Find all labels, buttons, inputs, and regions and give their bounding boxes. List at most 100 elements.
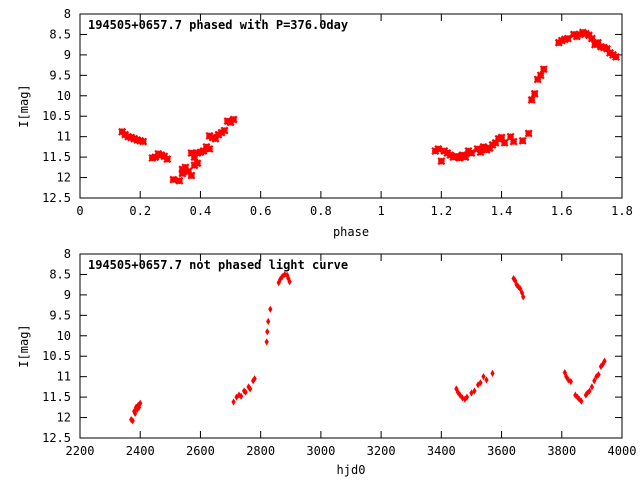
unphased-x-tick-label: 3400 [427, 444, 456, 458]
unphased-data-point [247, 385, 253, 393]
phased-data-point [157, 151, 166, 160]
phased-y-tick-label: 8.5 [49, 27, 71, 41]
unphased-x-tick-label: 2800 [246, 444, 275, 458]
unphased-x-tick-label: 3000 [306, 444, 335, 458]
phased-data-point [587, 34, 596, 43]
phased-data-point [181, 163, 190, 172]
phased-data-point [154, 149, 163, 158]
unphased-data-point [602, 357, 607, 365]
phased-data-point [196, 148, 205, 157]
unphased-x-tick-label: 2400 [126, 444, 155, 458]
unphased-data-point [231, 398, 236, 406]
phased-data-point [184, 167, 193, 176]
phased-data-point [476, 148, 485, 157]
unphased-x-tick-label: 2200 [66, 444, 95, 458]
phased-y-tick-label: 11 [57, 130, 71, 144]
unphased-y-axis-label: I[mag] [17, 324, 31, 367]
phased-data-point [593, 38, 602, 47]
phased-data-point [169, 175, 178, 184]
phased-data-point [467, 149, 476, 157]
phased-data-point [500, 138, 509, 147]
phased-x-axis: 0 0.2 0.4 0.6 0.8 1 1.2 1.4 1.6 1.8 [76, 14, 633, 218]
unphased-x-tick-label: 2600 [186, 444, 215, 458]
unphased-y-tick-label: 12 [57, 411, 71, 425]
phased-data-point [518, 136, 527, 145]
phased-plot-title: 194505+0657.7 phased with P=376.0day [88, 18, 348, 32]
phased-y-tick-label: 8 [64, 7, 71, 21]
unphased-y-tick-label: 11.5 [42, 390, 71, 404]
unphased-data-point [518, 285, 523, 293]
phased-data-point [163, 155, 172, 164]
phased-data-point [612, 52, 620, 61]
unphased-data-point [592, 377, 597, 385]
unphased-data-point [514, 281, 519, 289]
unphased-data-point [521, 293, 526, 301]
unphased-data-point [236, 391, 242, 399]
phased-data-point [223, 117, 232, 126]
phased-data-point [205, 144, 214, 153]
phased-data-point [229, 115, 238, 124]
unphased-data-point [252, 375, 257, 383]
unphased-y-tick-label: 8.5 [49, 267, 71, 281]
unphased-data-point [472, 387, 477, 395]
phased-data-point [193, 159, 202, 168]
unphased-data-point [512, 276, 518, 285]
phased-light-curve-panel: 8 8.5 9 9.5 10 10.5 11 11.5 12 12.5 0 0.2 0.4 0.6 0.8… [17, 7, 633, 239]
unphased-data-point [243, 388, 248, 396]
phased-y-axis: 8 8.5 9 9.5 10 10.5 11 11.5 12 12.5 [42, 7, 622, 205]
unphased-data-point [130, 417, 135, 425]
phased-data-point [220, 126, 229, 135]
unphased-data-points [129, 270, 607, 425]
unphased-y-tick-label: 12.5 [42, 431, 71, 445]
phased-data-point [527, 95, 536, 104]
unphased-y-tick-label: 8 [64, 247, 71, 261]
phased-data-point [199, 147, 208, 155]
phased-plot-frame [79, 13, 623, 199]
phased-data-point [563, 34, 572, 43]
unphased-data-point [564, 373, 569, 381]
phased-data-point [211, 134, 220, 143]
unphased-data-point [579, 397, 584, 405]
unphased-data-point [266, 317, 271, 326]
phased-y-tick-label: 10.5 [42, 109, 71, 123]
unphased-data-point [282, 270, 287, 279]
unphased-data-point [265, 328, 270, 336]
unphased-data-point [587, 387, 592, 395]
phased-x-tick-label: 1 [377, 204, 384, 218]
phased-y-tick-label: 9.5 [49, 68, 71, 82]
phased-data-point [130, 134, 139, 143]
unphased-data-point [457, 391, 463, 399]
phased-y-tick-label: 10 [57, 89, 71, 103]
phased-data-point [187, 171, 196, 180]
phased-data-point [539, 65, 548, 74]
phased-data-point [602, 44, 611, 53]
phased-data-point [557, 36, 566, 45]
unphased-data-point [481, 373, 486, 381]
unphased-x-tick-label: 3600 [487, 444, 516, 458]
unphased-x-tick-label: 4000 [608, 444, 637, 458]
unphased-data-point [516, 283, 521, 291]
unphased-data-point [268, 305, 273, 313]
unphased-data-point [132, 409, 138, 418]
phased-data-point [494, 134, 503, 143]
phased-x-tick-label: 1.6 [551, 204, 573, 218]
phased-x-tick-label: 0.2 [129, 204, 151, 218]
unphased-y-axis: 8 8.5 9 9.5 10 10.5 11 11.5 12 12.5 [42, 247, 622, 445]
phased-data-point [509, 137, 518, 146]
unphased-data-point [490, 369, 495, 377]
phased-y-tick-label: 12 [57, 171, 71, 185]
unphased-data-point [287, 278, 292, 286]
unphased-x-axis: 2200 2400 2600 2800 3000 3200 3400 3600 3800 4000 [66, 254, 637, 458]
unphased-data-point [573, 391, 578, 399]
phased-data-point [187, 149, 196, 157]
unphased-x-tick-label: 3200 [367, 444, 396, 458]
phased-data-point [178, 169, 187, 178]
unphased-data-point [138, 399, 143, 407]
phased-x-tick-label: 1.8 [611, 204, 633, 218]
unphased-data-point [589, 383, 595, 391]
phased-data-points [118, 28, 620, 185]
phased-x-tick-label: 0 [76, 204, 83, 218]
phased-data-point [497, 133, 506, 142]
unphased-y-tick-label: 11 [57, 370, 71, 384]
